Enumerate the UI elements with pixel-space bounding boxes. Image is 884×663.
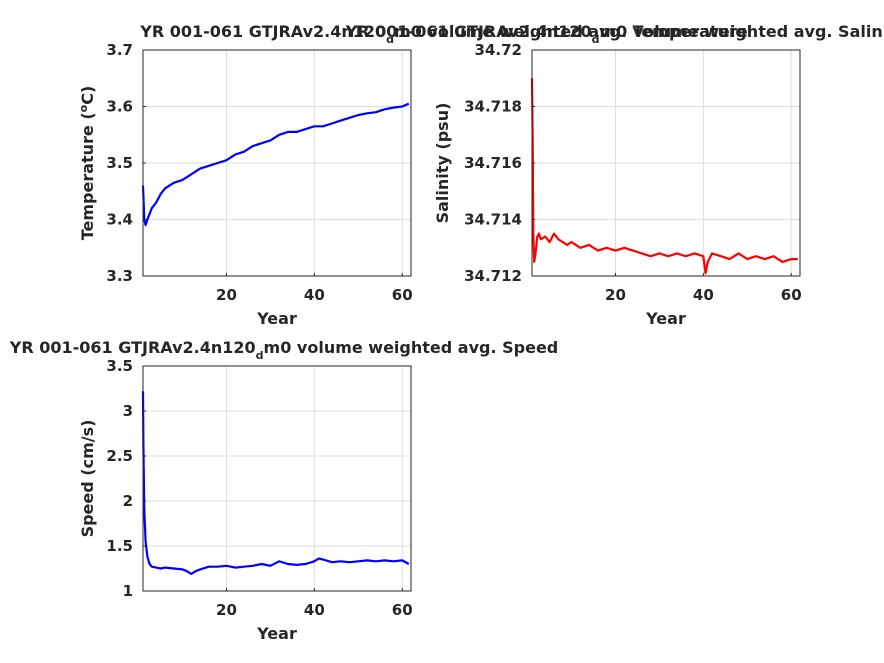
chart-title: YR 001-061 GTJRAv2.4n120dm0 volume weigh…: [139, 22, 748, 46]
y-axis-label-text: Salinity (psu): [433, 103, 452, 224]
y-tick-label: 1.5: [106, 537, 133, 555]
y-axis-label: Speed (cm/s): [78, 420, 97, 538]
x-axis-label: Year: [256, 624, 297, 643]
x-tick-label: 20: [216, 601, 237, 619]
plot-area: [143, 366, 411, 591]
series-line: [530, 78, 798, 275]
y-tick-label: 2.5: [106, 447, 133, 465]
y-tick-label: 3.4: [106, 211, 133, 229]
y-axis-label-sup: o: [77, 104, 90, 112]
y-tick-label: 3: [123, 402, 133, 420]
chart-title: YR 001-061 GTJRAv2.4n120dm0 volume weigh…: [9, 338, 559, 362]
x-tick-label: 20: [216, 286, 237, 304]
y-tick-label: 1: [123, 582, 133, 600]
y-tick-label: 3.6: [106, 98, 133, 116]
chart-panel-0: 20 40 60 3.3 3.4 3.5 3.6 3.7 Year Temperature (oC…: [77, 22, 748, 328]
x-tick-label: 40: [304, 286, 325, 304]
axes-frame: [142, 365, 412, 592]
chart-title: YR 001-061 GTJRAv2.4n120dm0 volume weigh…: [345, 22, 884, 46]
chart-title-sub: d: [256, 349, 264, 362]
chart-title-rest: m0 volume weighted avg. Temperature: [394, 22, 748, 41]
chart-title-rest: m0 volume weighted avg. Speed: [264, 338, 559, 357]
y-tick-label: 3.3: [106, 267, 133, 285]
y-tick-label: 34.716: [464, 154, 522, 172]
y-tick-label: 34.714: [464, 211, 522, 229]
chart-title-main: YR 001-061 GTJRAv2.4n120: [139, 22, 386, 41]
x-tick-label: 60: [392, 286, 413, 304]
x-axis-label: Year: [256, 309, 297, 328]
y-tick-label: 3.5: [106, 357, 133, 375]
y-axis-label-end: C): [78, 86, 97, 105]
x-tick-label: 60: [781, 286, 802, 304]
y-tick-label: 34.718: [464, 98, 522, 116]
y-tick-label: 3.7: [106, 41, 133, 59]
x-axis-label: Year: [645, 309, 686, 328]
chart-title-main: YR 001-061 GTJRAv2.4n120: [9, 338, 256, 357]
chart-panel-1: 20 40 60 34.712 34.714 34.716 34.718 34.72 Year S…: [345, 22, 884, 328]
x-tick-label: 60: [392, 601, 413, 619]
y-tick-label: 34.72: [475, 41, 522, 59]
chart-title-sub: d: [386, 33, 394, 46]
y-axis-label-text: Temperature (: [78, 112, 97, 240]
chart-title-main: YR 001-061 GTJRAv2.4n120: [345, 22, 592, 41]
chart-title-sub: d: [592, 33, 600, 46]
y-axis-label: Temperature (oC): [77, 86, 97, 241]
y-tick-label: 2: [123, 492, 133, 510]
y-tick-label: 34.712: [464, 267, 522, 285]
x-tick-label: 20: [605, 286, 626, 304]
chart-panel-2: 20 40 60 1 1.5 2 2.5 3 3.5 Year Speed (cm/s) YR 001…: [9, 338, 559, 643]
y-axis-label: Salinity (psu): [433, 103, 452, 224]
x-tick-label: 40: [693, 286, 714, 304]
y-axis-label-text: Speed (cm/s): [78, 420, 97, 538]
chart-title-rest: m0 volume weighted avg. Salinity: [599, 22, 884, 41]
series-line: [141, 391, 410, 575]
x-tick-label: 40: [304, 601, 325, 619]
y-tick-label: 3.5: [106, 154, 133, 172]
series-line: [141, 102, 410, 227]
